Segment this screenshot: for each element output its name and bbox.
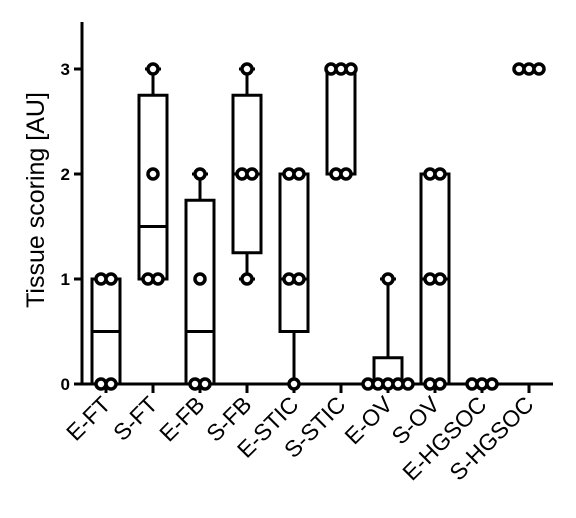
data-point	[193, 167, 207, 181]
data-point	[433, 377, 447, 391]
box	[184, 198, 216, 386]
y-axis-title: Tissue scoring [AU]	[22, 92, 50, 308]
plot-area: 0123E-FTS-FTE-FBS-FBE-STICS-STICE-OVS-OV…	[61, 22, 553, 485]
y-tick-label: 1	[61, 270, 70, 289]
x-category-label: S-FT	[108, 391, 163, 446]
data-point	[245, 167, 259, 181]
box	[325, 67, 357, 176]
data-point	[485, 377, 499, 391]
data-point	[193, 272, 207, 286]
data-point	[146, 62, 160, 76]
data-point	[292, 272, 306, 286]
data-point	[287, 377, 301, 391]
data-point	[240, 62, 254, 76]
box	[278, 172, 310, 333]
data-point	[292, 167, 306, 181]
data-point	[104, 377, 118, 391]
box	[137, 93, 169, 281]
x-category-label: E-FB	[154, 391, 209, 446]
data-point	[532, 62, 546, 76]
y-tick-label: 0	[61, 375, 70, 394]
data-point	[433, 167, 447, 181]
data-point	[146, 167, 160, 181]
x-category-label: E-FT	[61, 391, 116, 446]
data-point	[344, 62, 358, 76]
data-point	[240, 272, 254, 286]
data-point	[151, 272, 165, 286]
y-tick-label: 3	[61, 60, 70, 79]
x-category-label: E-OV	[339, 391, 398, 450]
data-point	[433, 272, 447, 286]
data-point	[104, 272, 118, 286]
data-point	[401, 377, 415, 391]
data-point	[381, 272, 395, 286]
data-point	[339, 167, 353, 181]
y-tick-label: 2	[61, 165, 70, 184]
data-point	[198, 377, 212, 391]
